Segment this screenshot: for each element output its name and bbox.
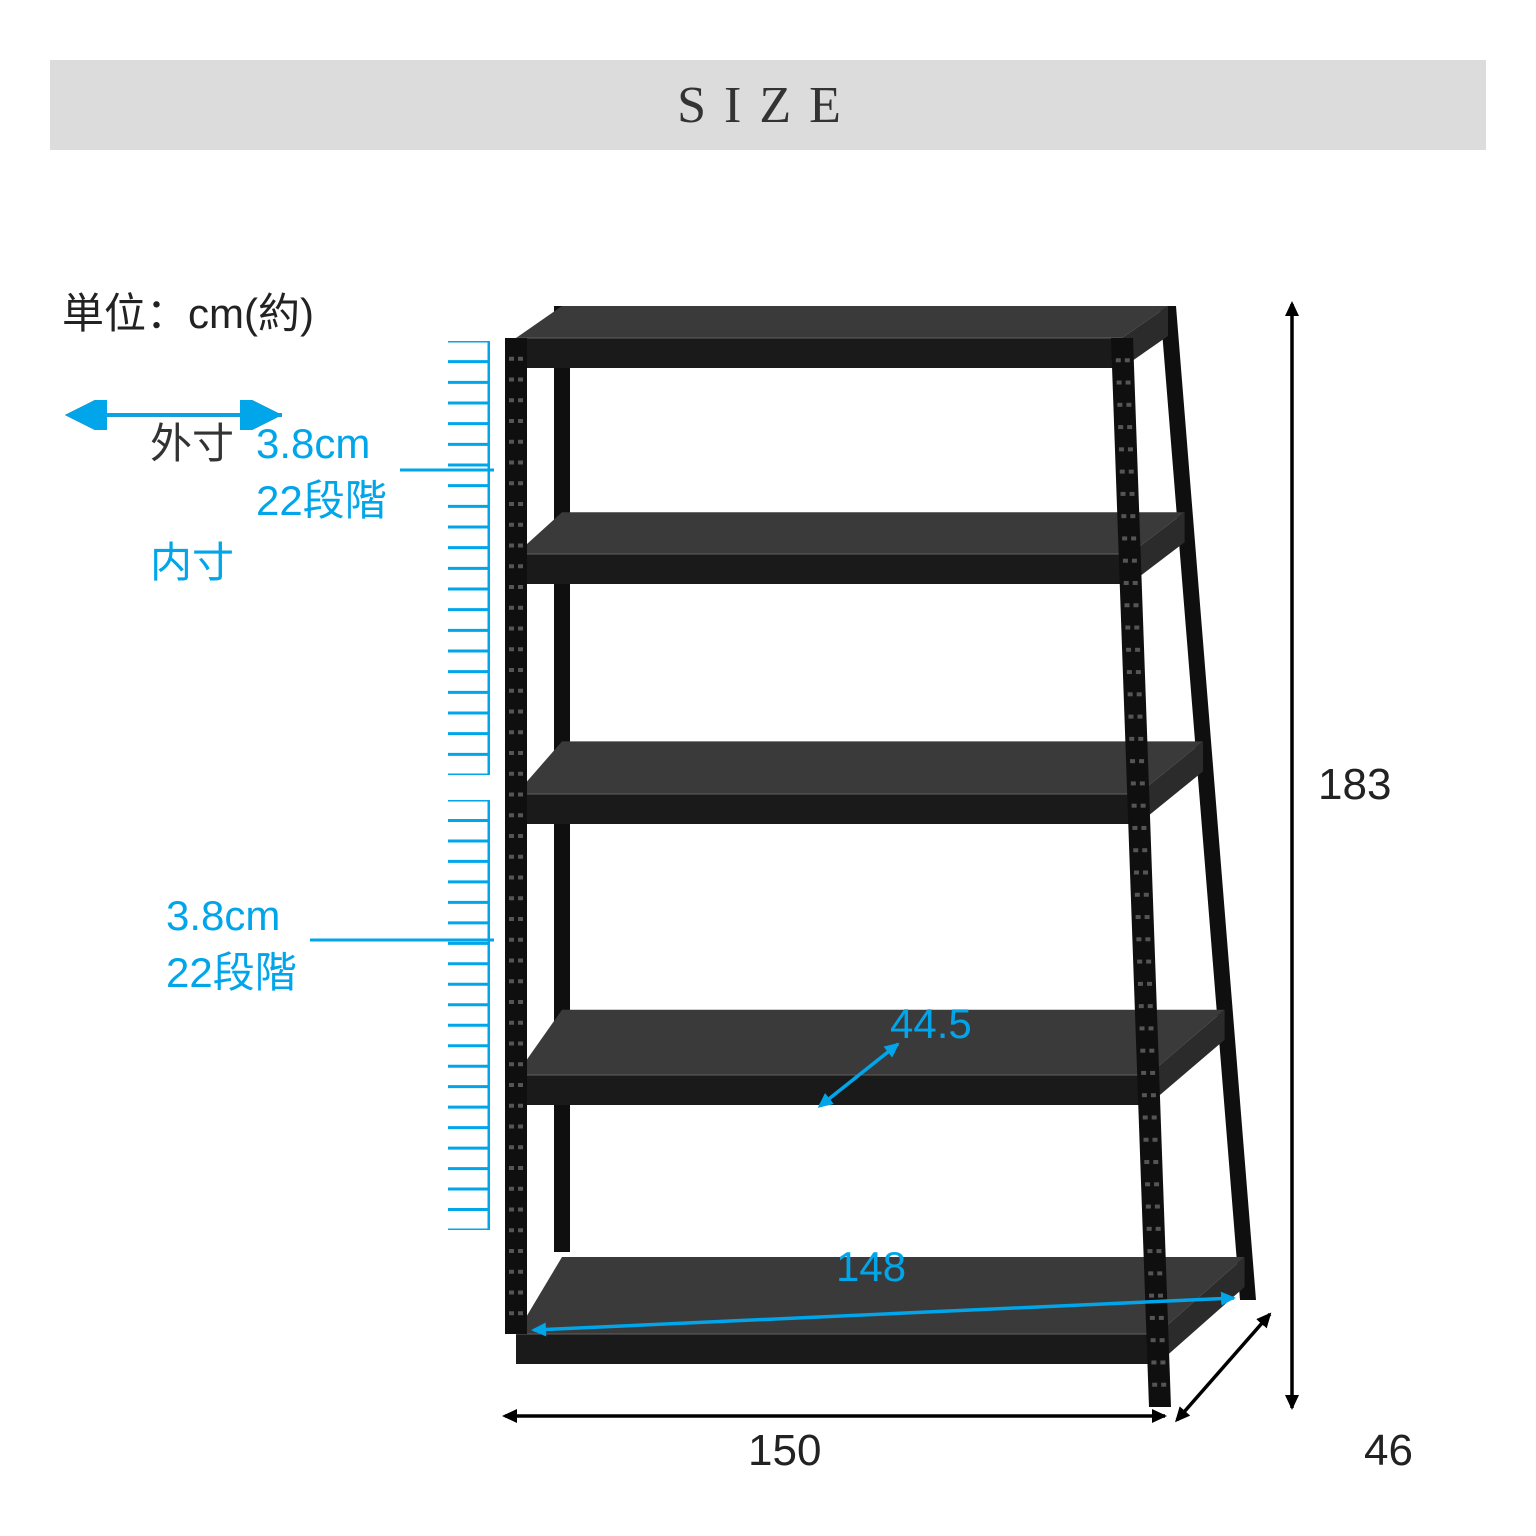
size-infographic: SIZE 単位：cm(約) 外寸 [0,0,1536,1536]
dim-width-label: 150 [748,1426,821,1476]
dim-height-label: 183 [1318,760,1391,810]
dim-depth-label: 46 [1364,1426,1413,1476]
dim-inner-depth-label: 44.5 [890,1000,972,1048]
dim-inner-width-label: 148 [836,1243,906,1291]
shelving-diagram [0,0,1536,1536]
